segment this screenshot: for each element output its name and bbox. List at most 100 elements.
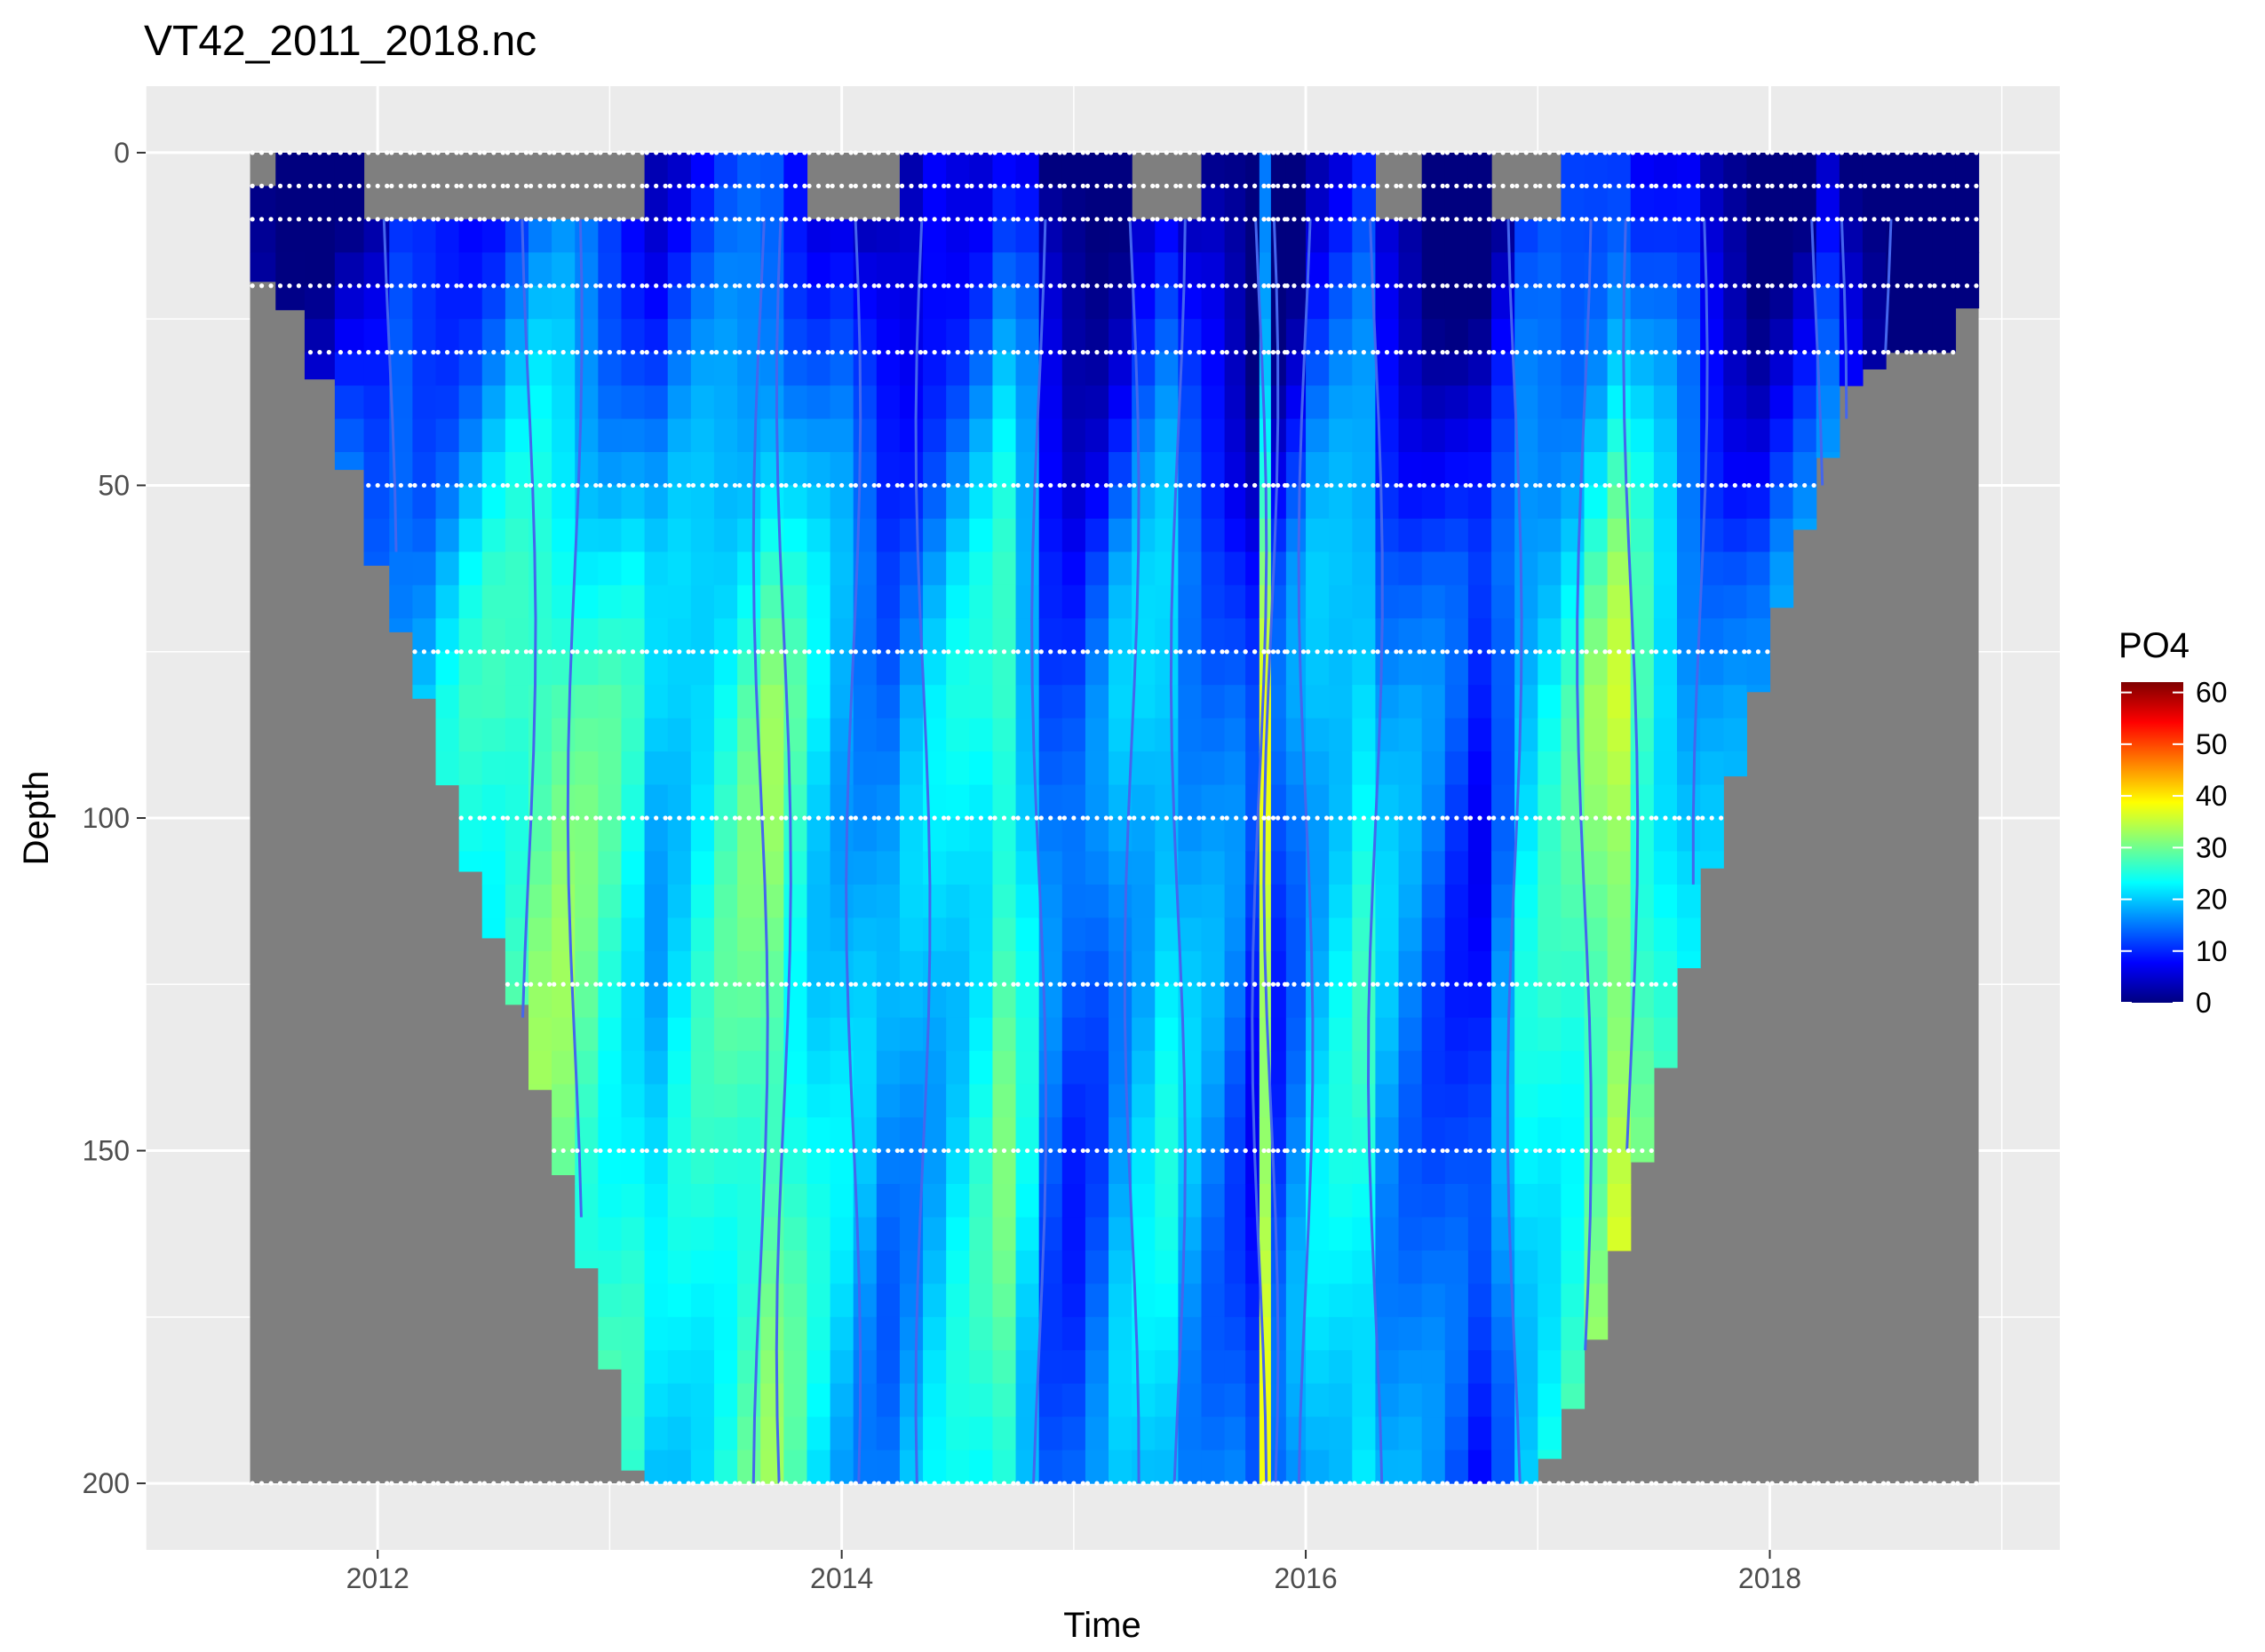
heatmap-cell	[1352, 651, 1377, 686]
heatmap-cell	[1352, 186, 1377, 220]
sample-point	[1672, 217, 1677, 222]
sample-point	[955, 1481, 960, 1486]
legend-colorbar	[2121, 682, 2183, 1003]
heatmap-cell	[1306, 1449, 1330, 1484]
heatmap-cell	[1467, 1350, 1492, 1385]
sample-point	[1700, 283, 1705, 289]
heatmap-cell	[899, 1084, 924, 1118]
heatmap-cell	[1285, 518, 1307, 552]
sample-point	[552, 649, 557, 655]
sample-point	[848, 981, 854, 987]
sample-point	[552, 981, 557, 987]
heatmap-cell	[1224, 252, 1246, 287]
heatmap-cell	[1839, 352, 1864, 386]
sample-point	[783, 649, 789, 655]
sample-point	[1117, 1148, 1123, 1154]
heatmap-cell	[1561, 917, 1586, 952]
sample-point	[598, 217, 603, 222]
heatmap-cell	[1259, 252, 1272, 287]
sample-point	[1872, 183, 1877, 188]
heatmap-cell	[992, 1084, 1017, 1118]
heatmap-cell	[1514, 352, 1538, 386]
sample-point	[514, 815, 520, 821]
sample-point	[1071, 1148, 1077, 1154]
heatmap-cell	[1038, 485, 1063, 520]
heatmap-cell	[713, 884, 738, 918]
sample-point	[686, 283, 691, 289]
heatmap-cell	[1584, 917, 1609, 952]
sample-point	[1663, 350, 1668, 355]
heatmap-cell	[923, 218, 947, 253]
heatmap-cell	[1015, 917, 1040, 952]
heatmap-cell	[1538, 1283, 1562, 1318]
sample-point	[1677, 283, 1682, 289]
sample-point	[1523, 283, 1529, 289]
sample-point	[700, 1481, 705, 1486]
heatmap-cell	[946, 285, 970, 320]
heatmap-cell	[1178, 252, 1203, 287]
sample-point	[1173, 981, 1179, 987]
sample-point	[1140, 1148, 1146, 1154]
sample-point	[1417, 283, 1422, 289]
sample-point	[584, 217, 589, 222]
heatmap-cell	[598, 584, 623, 619]
sample-point	[537, 283, 543, 289]
sample-point	[1347, 482, 1353, 488]
sample-point	[955, 150, 960, 155]
heatmap-cell	[946, 1084, 970, 1118]
sample-point	[1352, 482, 1357, 488]
heatmap-cell	[505, 685, 529, 719]
heatmap-cell	[1109, 950, 1132, 985]
heatmap-cell	[1285, 950, 1307, 985]
heatmap-cell	[969, 352, 994, 386]
heatmap-cell	[1224, 1150, 1246, 1185]
heatmap-cell	[923, 1350, 947, 1385]
heatmap-cell	[1085, 950, 1109, 985]
sample-point	[830, 981, 835, 987]
sample-point	[421, 350, 427, 355]
sample-point	[1323, 350, 1330, 355]
heatmap-cell	[1085, 186, 1109, 220]
heatmap-cell	[412, 651, 437, 686]
heatmap-cell	[1584, 218, 1609, 253]
heatmap-cell	[1584, 1117, 1609, 1152]
heatmap-cell	[598, 285, 623, 320]
sample-point	[1371, 217, 1376, 222]
sample-point	[1038, 981, 1044, 987]
heatmap-cell	[1306, 186, 1330, 220]
sample-point	[1918, 217, 1923, 222]
sample-point	[1132, 183, 1137, 188]
sample-point	[1617, 815, 1622, 821]
sample-point	[575, 283, 580, 289]
heatmap-cell	[1132, 784, 1156, 819]
heatmap-cell	[876, 385, 901, 420]
sample-point	[769, 150, 775, 155]
heatmap-cell	[575, 319, 599, 353]
sample-point	[909, 150, 914, 155]
sample-point	[389, 482, 394, 488]
heatmap-cell	[690, 1449, 715, 1484]
heatmap-cell	[1061, 651, 1086, 686]
sample-point	[1454, 350, 1459, 355]
sample-point	[1755, 150, 1761, 155]
heatmap-cell	[1538, 218, 1562, 253]
heatmap-cell	[899, 1283, 924, 1318]
heatmap-cell	[1329, 1117, 1353, 1152]
sample-point	[1463, 1148, 1468, 1154]
sample-point	[1224, 482, 1229, 488]
heatmap-cell	[552, 685, 576, 719]
y-tick-label: 200	[83, 1467, 130, 1499]
heatmap-cell	[1132, 851, 1156, 886]
heatmap-cell	[1769, 218, 1794, 253]
sample-point	[1500, 482, 1506, 488]
heatmap-cell	[1514, 1017, 1538, 1052]
heatmap-cell	[412, 418, 437, 453]
heatmap-cell	[807, 1350, 831, 1385]
sample-point	[621, 283, 626, 289]
sample-point	[1243, 283, 1248, 289]
heatmap-cell	[1132, 884, 1156, 918]
sample-point	[1556, 482, 1562, 488]
sample-point	[1352, 981, 1357, 987]
heatmap-cell	[1259, 1084, 1272, 1118]
sample-point	[1811, 150, 1816, 155]
